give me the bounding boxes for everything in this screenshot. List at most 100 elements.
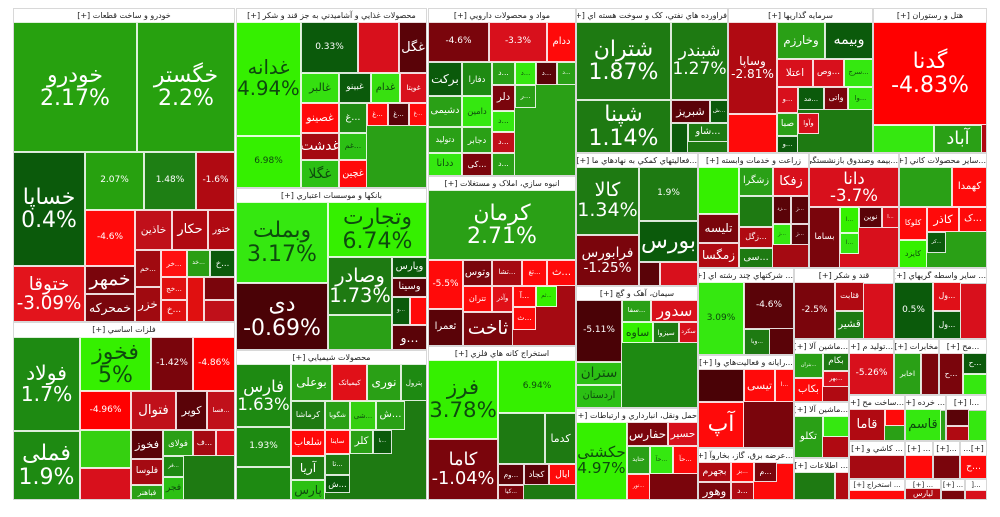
stock-tile[interactable]: فلوسا [131, 459, 163, 485]
stock-tile[interactable]: فارس 1.63% [237, 364, 291, 427]
stock-tile[interactable]: ...بز [731, 462, 754, 482]
stock-tile[interactable]: ...خد [187, 250, 210, 277]
stock-tile[interactable]: فتوال [131, 391, 176, 430]
stock-tile[interactable]: ...حآ [650, 446, 673, 474]
stock-tile[interactable] [795, 472, 835, 499]
stock-tile[interactable]: وتوس [463, 260, 492, 286]
stock-tile[interactable]: ...د [557, 62, 575, 85]
stock-tile[interactable]: ...ث [513, 307, 536, 330]
stock-tile[interactable]: خزر [135, 287, 161, 321]
stock-tile[interactable]: شبریز [671, 100, 710, 123]
stock-tile[interactable]: کهمدا [952, 167, 986, 207]
stock-tile[interactable]: کرماشا [291, 401, 325, 430]
stock-tile[interactable] [934, 455, 959, 478]
stock-tile[interactable]: ...غ [409, 103, 426, 126]
stock-tile[interactable]: ...ز [773, 224, 791, 245]
stock-tile[interactable]: 1.93% [237, 427, 291, 467]
stock-tile[interactable] [80, 468, 131, 499]
stock-tile[interactable]: کرمان 2.71% [429, 190, 575, 260]
stock-tile[interactable]: ...خ [210, 250, 234, 277]
stock-tile[interactable] [660, 262, 697, 285]
stock-tile[interactable]: زفکا [773, 167, 808, 196]
stock-tile[interactable] [80, 430, 131, 468]
stock-tile[interactable]: ...وم [498, 464, 524, 485]
stock-tile[interactable]: ...بتران [795, 353, 823, 378]
stock-tile[interactable]: سدور [651, 300, 697, 322]
stock-tile[interactable]: دانا -3.7% [810, 167, 898, 207]
stock-tile[interactable]: شبندر 1.27% [671, 22, 727, 100]
stock-tile[interactable]: بساما [810, 207, 840, 267]
stock-tile[interactable]: ...خم [135, 250, 161, 287]
stock-tile[interactable] [671, 123, 688, 152]
stock-tile[interactable]: قاسم [906, 409, 941, 440]
stock-tile[interactable]: 0.5% [895, 282, 933, 338]
stock-tile[interactable]: ...شی [350, 401, 376, 430]
stock-tile[interactable]: فجر [163, 477, 184, 499]
stock-tile[interactable]: ...د [492, 132, 515, 153]
stock-tile[interactable]: سیزوا [653, 322, 679, 343]
stock-tile[interactable]: ...سی [739, 248, 773, 267]
stock-tile[interactable] [850, 455, 904, 478]
stock-tile[interactable]: شلعاب [291, 430, 325, 456]
stock-tile[interactable]: -5.5% [429, 260, 463, 309]
stock-tile[interactable]: فرز 3.78% [429, 360, 498, 439]
stock-tile[interactable]: حسیر [668, 422, 697, 446]
stock-tile[interactable]: حفارس [627, 422, 668, 446]
stock-tile[interactable]: ...تا [325, 454, 350, 475]
stock-tile[interactable] [966, 490, 986, 499]
stock-tile[interactable]: تیسی [744, 369, 775, 402]
stock-tile[interactable]: شگویا [325, 401, 350, 430]
stock-tile[interactable]: ثاخت [463, 312, 513, 345]
stock-tile[interactable]: بکام [823, 353, 848, 371]
stock-tile[interactable]: غالبر [301, 73, 339, 103]
stock-tile[interactable]: ...وا [848, 87, 872, 110]
stock-tile[interactable]: وپارس [392, 257, 426, 278]
stock-tile[interactable]: ...بهر [823, 371, 848, 387]
stock-tile[interactable]: خساپا 0.4% [14, 152, 85, 266]
stock-tile[interactable]: 6.94% [498, 360, 575, 413]
stock-tile[interactable]: ...سرج [844, 59, 872, 87]
stock-tile[interactable]: -4.6% [429, 22, 489, 62]
stock-tile[interactable]: قشیر [835, 311, 864, 338]
stock-tile[interactable]: خمحرکه [85, 294, 135, 321]
stock-tile[interactable]: غچین [339, 160, 367, 187]
stock-tile[interactable] [216, 430, 234, 456]
stock-tile[interactable]: نوین [859, 207, 882, 228]
stock-tile[interactable] [358, 22, 399, 73]
stock-tile[interactable] [947, 426, 969, 440]
stock-tile[interactable]: خودرو 2.17% [14, 22, 137, 152]
stock-tile[interactable]: ...د [515, 62, 536, 85]
stock-tile[interactable]: ...کر [927, 232, 946, 253]
stock-tile[interactable]: کلر [350, 430, 373, 454]
stock-tile[interactable]: غگلا [301, 160, 339, 187]
stock-tile[interactable] [823, 416, 848, 437]
stock-tile[interactable]: ...با [373, 430, 392, 454]
stock-tile[interactable]: کلوکا [900, 207, 927, 240]
stock-tile[interactable]: -4.96% [80, 391, 131, 430]
stock-tile[interactable]: ...غ [367, 103, 388, 126]
stock-tile[interactable] [885, 409, 904, 426]
stock-tile[interactable]: ...ح [940, 353, 963, 394]
stock-tile[interactable]: دفارا [462, 62, 492, 96]
stock-tile[interactable]: تکلو [795, 416, 823, 457]
stock-tile[interactable]: شپنا 1.14% [577, 100, 671, 152]
stock-tile[interactable]: ...د [492, 111, 515, 132]
stock-tile[interactable]: زشگرا [739, 167, 773, 196]
stock-tile[interactable]: غبینو [339, 73, 371, 103]
stock-tile[interactable]: ...ول [933, 282, 961, 311]
stock-tile[interactable]: دی -0.69% [237, 283, 328, 349]
stock-tile[interactable]: ...و [392, 325, 426, 349]
stock-tile[interactable] [729, 114, 777, 152]
stock-tile[interactable]: ...فسا [207, 391, 234, 430]
stock-tile[interactable]: ...فر [163, 456, 184, 477]
stock-tile[interactable]: تتران [463, 286, 492, 312]
stock-tile[interactable] [900, 167, 952, 207]
stock-tile[interactable] [498, 413, 545, 464]
stock-tile[interactable]: وسینا [392, 278, 426, 297]
stock-tile[interactable]: حکشتی 4.97% [577, 422, 627, 499]
stock-tile[interactable]: ...سفا [622, 300, 651, 322]
stock-tile[interactable]: ...غ [388, 103, 409, 126]
stock-tile[interactable]: ...تور [627, 474, 650, 499]
stock-tile[interactable]: پترول [401, 364, 426, 401]
stock-tile[interactable] [906, 455, 932, 478]
